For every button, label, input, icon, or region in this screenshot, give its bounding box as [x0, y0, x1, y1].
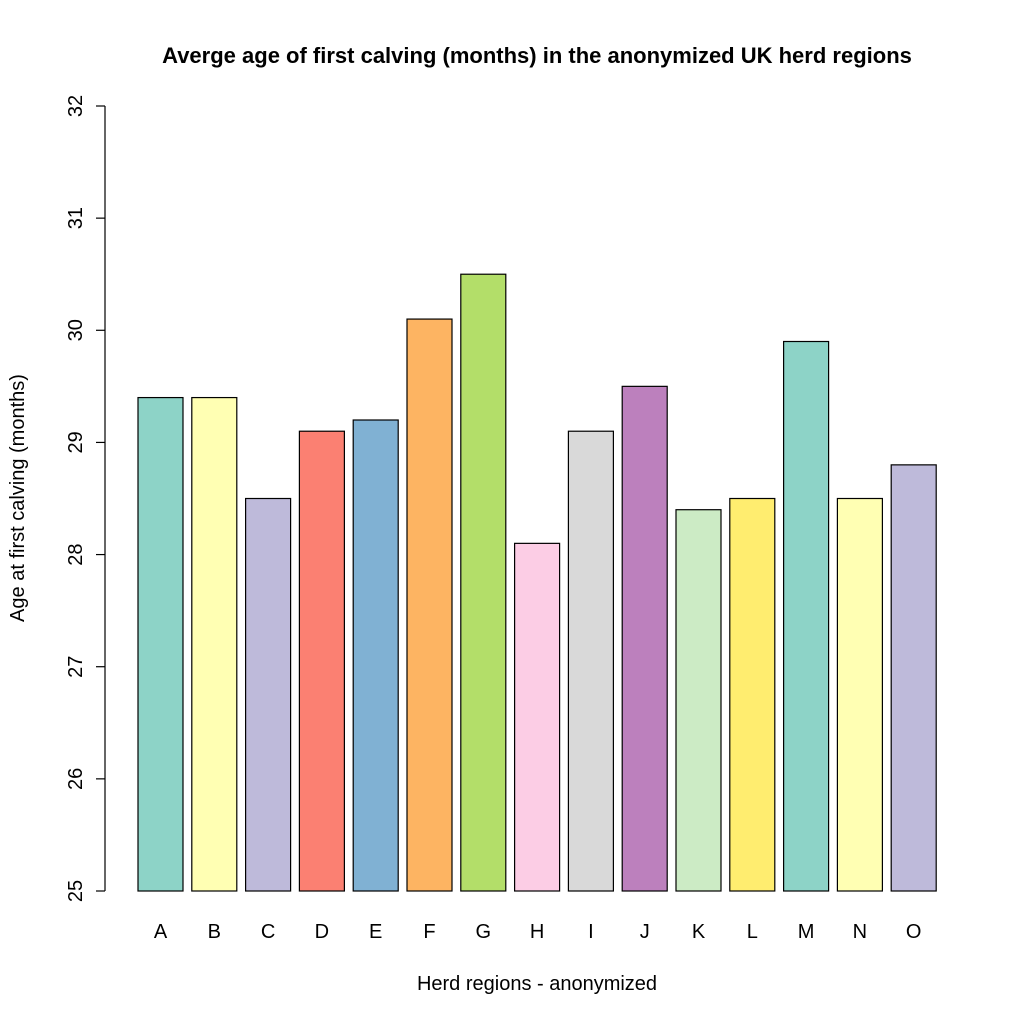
y-tick-label-30: 30: [65, 319, 87, 341]
y-axis-title: Age at first calving (months): [7, 374, 29, 622]
y-tick-label-28: 28: [65, 543, 87, 565]
y-tick-label-26: 26: [65, 768, 87, 790]
bar-B: [191, 396, 238, 892]
bar-D: [298, 430, 345, 892]
bar-A: [137, 396, 184, 892]
bar-F: [406, 318, 453, 892]
bar-C: [245, 497, 292, 892]
x-tick-labels: A B C D E F G H I J K L M N O: [154, 921, 922, 943]
x-tick-label-J: J: [640, 921, 650, 943]
x-tick-label-O: O: [906, 921, 922, 943]
bar-K: [675, 509, 722, 892]
bar-L: [729, 497, 776, 892]
x-tick-label-H: H: [530, 921, 544, 943]
x-tick-label-D: D: [315, 921, 329, 943]
x-tick-label-G: G: [476, 921, 492, 943]
x-tick-label-N: N: [853, 921, 867, 943]
chart-title: Averge age of first calving (months) in …: [162, 43, 912, 68]
x-tick-label-K: K: [692, 921, 706, 943]
bar-N: [836, 497, 884, 892]
bar-E: [352, 419, 399, 892]
y-tick-label-27: 27: [65, 656, 87, 678]
x-tick-label-B: B: [208, 921, 221, 943]
y-tick-label-32: 32: [65, 95, 87, 117]
x-tick-label-E: E: [369, 921, 382, 943]
bar-M: [782, 340, 830, 892]
bar-H: [513, 542, 561, 892]
x-tick-label-I: I: [588, 921, 594, 943]
y-tick-label-25: 25: [65, 880, 87, 902]
bar-O: [890, 464, 937, 892]
x-tick-label-L: L: [747, 921, 758, 943]
x-tick-label-A: A: [154, 921, 168, 943]
y-tick-label-31: 31: [65, 207, 87, 229]
x-axis-title: Herd regions - anonymized: [417, 973, 657, 995]
x-tick-label-M: M: [798, 921, 815, 943]
bars-group: [137, 273, 937, 892]
y-axis: 25 26 27 28 29 30 31 32: [65, 95, 106, 902]
bar-J: [621, 385, 668, 892]
bar-G: [460, 273, 507, 892]
x-tick-label-C: C: [261, 921, 275, 943]
x-tick-label-F: F: [423, 921, 435, 943]
bar-I: [567, 430, 615, 892]
y-tick-label-29: 29: [65, 431, 87, 453]
